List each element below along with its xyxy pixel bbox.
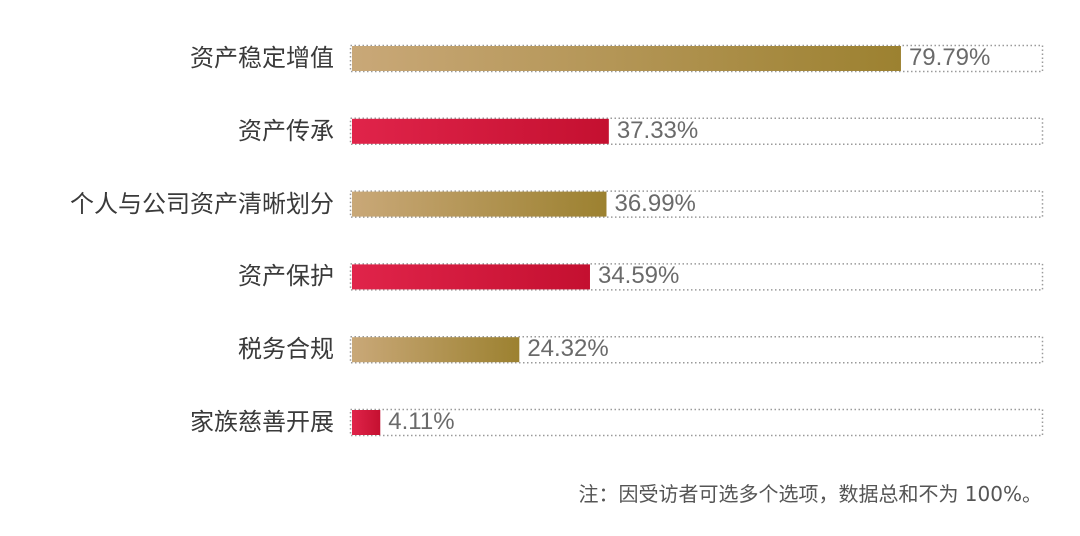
value-label: 4.11% — [388, 408, 455, 435]
bar-4-track — [349, 263, 1044, 291]
value-label: 79.79% — [908, 44, 991, 71]
bar-3 — [352, 191, 607, 217]
bar-4 — [352, 264, 590, 290]
category-label: 资产传承 — [238, 116, 334, 145]
bar-5 — [352, 337, 520, 363]
value-label: 36.99% — [614, 189, 696, 217]
category-label: 资产保护 — [238, 262, 334, 291]
bar-3-track — [349, 190, 1044, 218]
footnote: 注：因受访者可选多个选项，数据总和不为 100%。 — [578, 482, 1042, 506]
category-label: 税务合规 — [238, 335, 334, 364]
value-label: 24.32% — [527, 335, 609, 363]
value-label: 34.59% — [597, 262, 680, 290]
category-label: 资产稳定增值 — [190, 44, 334, 72]
bar-2-track — [349, 117, 1044, 146]
bar-1 — [352, 46, 901, 71]
value-label: 37.33% — [616, 116, 699, 144]
bar-6-track — [349, 408, 1044, 437]
category-label: 家族慈善开展 — [190, 408, 334, 436]
category-label: 个人与公司资产清晰划分 — [70, 189, 334, 218]
bar-6 — [352, 410, 381, 435]
bar-5-track — [349, 335, 1044, 364]
bar-2 — [352, 118, 609, 144]
bar-1-track — [349, 44, 1044, 73]
bar-chart — [349, 44, 1044, 437]
